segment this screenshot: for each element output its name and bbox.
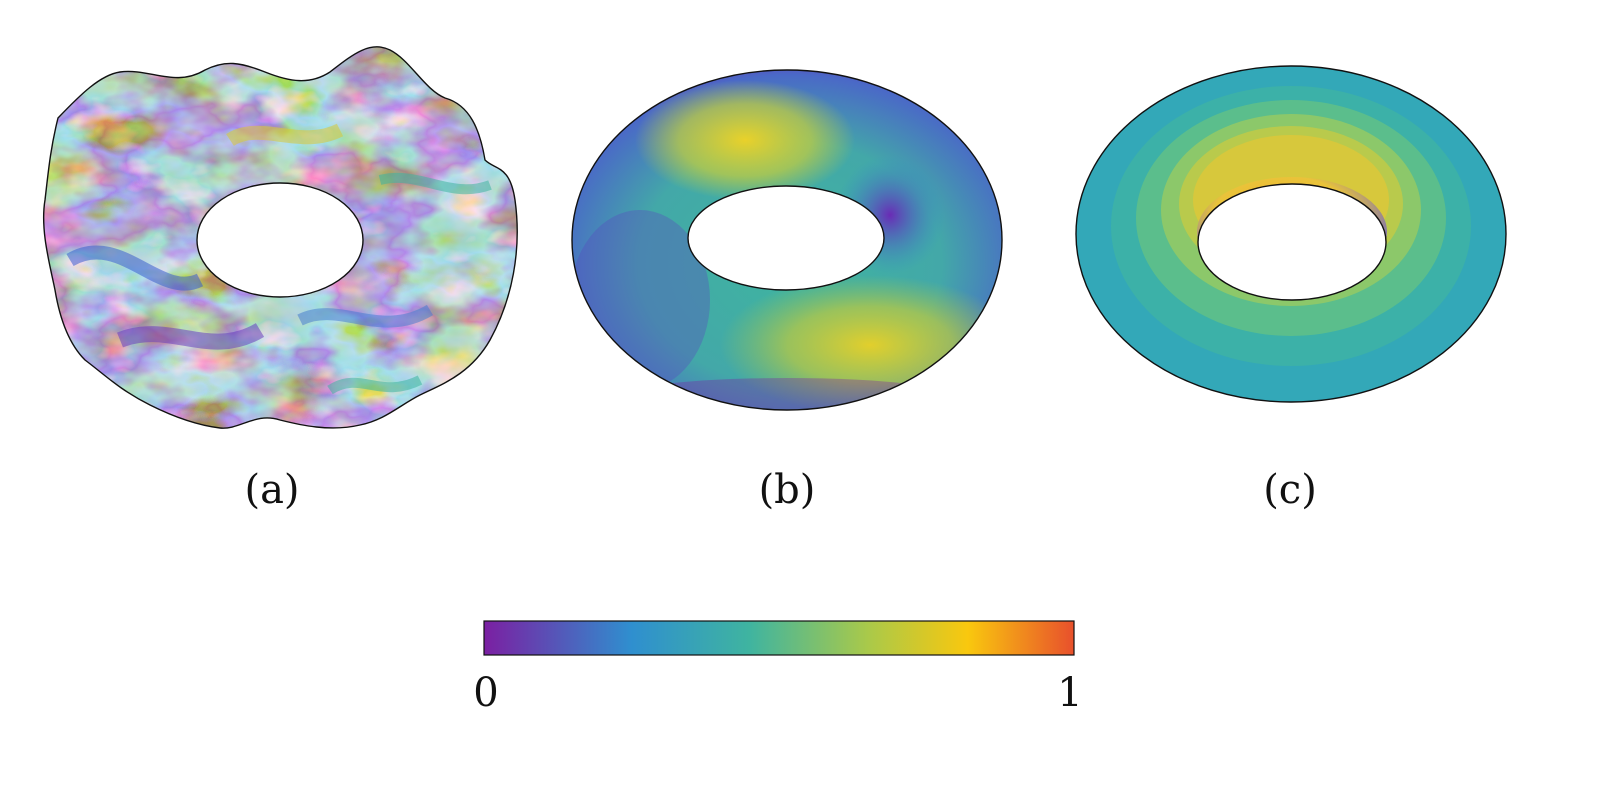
panel-b-hole [687,185,885,291]
panel-a-hole [196,182,364,298]
panel-c-stepped-annulus [1075,65,1507,403]
colorbar: 0 1 [473,620,1083,716]
colorbar-gradient [483,620,1075,656]
colorbar-min-label: 0 [473,670,498,716]
panel-a-label: (a) [244,467,299,513]
panel-b-label: (b) [759,467,816,513]
panel-c-label: (c) [1263,467,1317,513]
panel-c-hole [1197,183,1387,301]
colorbar-max-label: 1 [1057,670,1082,716]
panel-a-surface [42,46,518,429]
panel-b-torus [571,69,1003,411]
